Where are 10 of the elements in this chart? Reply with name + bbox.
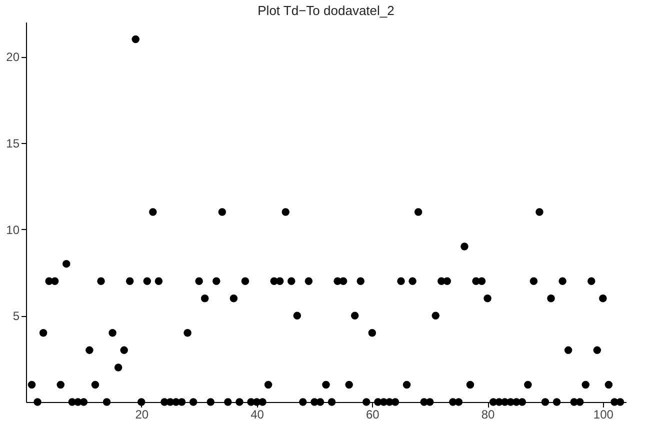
chart-title: Plot Td−To dodavatel_2 — [258, 3, 394, 18]
x-tick-label: 100 — [593, 408, 614, 422]
x-tick-label: 40 — [250, 408, 264, 422]
y-tick-label: 5 — [12, 309, 20, 324]
y-tick-label: 20 — [6, 50, 20, 64]
y-tick-label: 10 — [6, 222, 20, 237]
x-tick-label: 60 — [366, 408, 380, 422]
y-tick-label: 15 — [6, 136, 20, 150]
x-tick-label: 20 — [135, 408, 149, 422]
x-tick-label: 80 — [481, 408, 496, 422]
